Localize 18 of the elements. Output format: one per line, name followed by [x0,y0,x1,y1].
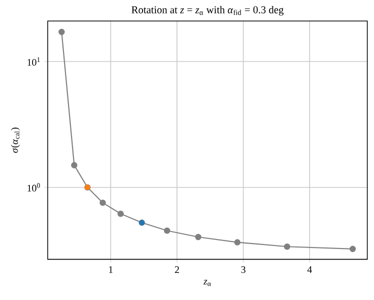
chart-title: Rotation at z = z$_{α}$ with α$_{fid}$ = 0.3 deg [132,6,284,16]
point [350,246,356,252]
point [195,234,202,240]
x-tick-label: 2 [174,266,179,273]
point [164,227,170,234]
x-axis-title: z$_{α}$ [203,280,211,286]
point [234,239,240,246]
x-tick-label: 3 [241,266,246,273]
x-tick-label: 1 [109,266,113,273]
point [284,243,290,250]
y-tick-label: 10$^{0}$ [28,183,40,192]
y-axis-title: σ(α$_{cal}$) [10,128,20,153]
x-tick-label: 4 [307,266,312,273]
y-tick-label: 10$^{1}$ [28,57,40,66]
point [71,162,78,168]
point [117,210,124,217]
point [58,28,65,36]
point [100,200,106,206]
